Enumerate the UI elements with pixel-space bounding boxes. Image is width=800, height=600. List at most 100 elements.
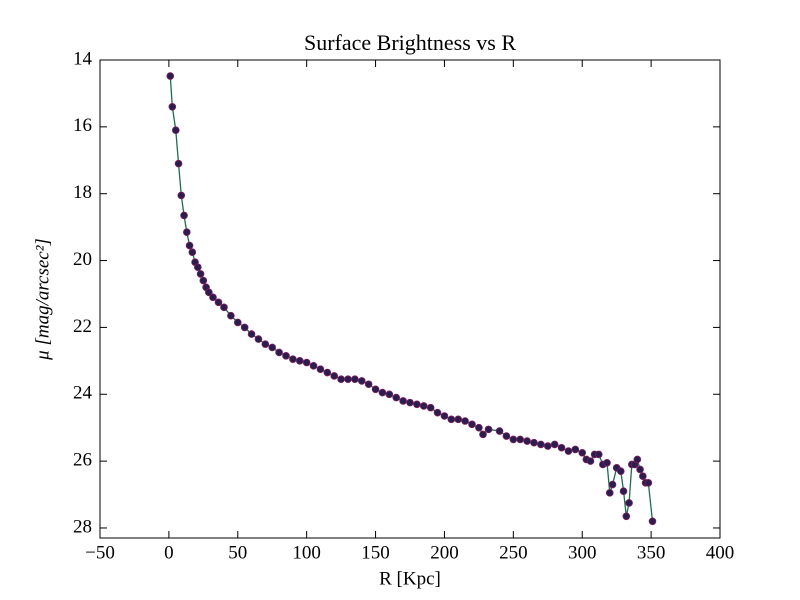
data-point [608,480,617,489]
data-point [447,415,456,424]
data-point [605,489,614,497]
data-point [188,248,197,257]
data-point [484,425,493,434]
data-point [392,393,401,402]
data-point [495,427,504,435]
data-point [194,263,202,272]
data-point [205,288,213,297]
x-tick-label: 100 [292,542,321,563]
data-point [537,440,545,449]
x-tick-label: 0 [164,542,174,563]
data-point [364,380,373,389]
data-point [502,432,511,440]
data-point [586,457,595,465]
x-tick-label: 250 [499,542,528,563]
data-point [440,412,449,420]
data-point [564,447,573,455]
data-point [516,435,525,444]
data-point [220,303,228,312]
data-point [233,318,242,327]
data-point [461,417,469,425]
data-point [337,375,345,384]
data-point [399,397,407,405]
data-point [209,293,217,302]
data-point [214,298,223,307]
y-tick-label: 22 [73,316,92,337]
data-point [616,467,625,475]
data-point [550,440,559,449]
data-point [316,365,325,373]
y-tick-label: 16 [73,115,92,136]
data-point [166,72,175,80]
data-point [199,276,208,285]
data-point [594,450,603,459]
data-point [227,311,235,320]
y-tick-label: 20 [73,249,92,270]
data-point [523,437,531,445]
data-point [426,403,435,412]
x-tick-label: 50 [228,542,247,563]
data-point [168,102,177,111]
data-point [433,408,442,417]
x-tick-label: 400 [706,542,735,563]
data-point [419,402,428,410]
data-point [571,445,580,454]
data-point [357,377,366,385]
data-point [619,487,628,496]
data-point [282,352,290,360]
data-point [196,270,205,278]
data-point [633,455,642,464]
data-point [557,443,566,452]
data-point [475,423,483,432]
data-point [323,368,332,377]
data-point [406,398,414,407]
data-point [240,323,249,332]
data-point [302,358,311,367]
data-point [309,362,318,370]
y-tick-label: 14 [73,48,93,69]
data-point [385,390,394,399]
y-tick-label: 26 [73,449,92,470]
data-point [351,375,359,384]
data-point [644,479,653,487]
data-point [468,420,476,429]
data-point [185,241,194,250]
data-point [174,159,183,168]
data-point [639,472,647,480]
data-point [177,191,186,200]
y-tick-label: 24 [73,383,93,404]
data-point [543,442,552,450]
data-point [454,415,463,424]
data-point [479,430,487,439]
data-point [344,375,352,384]
data-point [289,355,297,363]
data-point [413,400,421,409]
chart-title: Surface Brightness vs R [304,30,516,55]
x-tick-label: −50 [85,542,115,563]
data-point [371,385,380,394]
data-point [247,330,256,338]
x-tick-label: 300 [568,542,597,563]
data-point [330,372,339,380]
data-point [378,388,387,397]
x-tick-label: 350 [637,542,666,563]
data-point [636,465,644,474]
y-tick-label: 28 [73,516,92,537]
data-point [254,335,263,343]
data-point [275,348,283,357]
data-point [183,228,191,236]
data-point [578,448,587,457]
data-point [625,499,633,507]
x-tick-label: 200 [430,542,459,563]
data-point [530,438,538,447]
y-tick-label: 18 [73,182,92,203]
x-tick-label: 150 [361,542,390,563]
data-point [509,435,518,444]
data-point [268,343,277,352]
data-point [603,458,611,467]
data-point [648,517,657,526]
plot-frame [99,59,721,539]
data-point [295,357,304,365]
y-axis-label: μ [mag/arcsec²] [32,238,53,361]
